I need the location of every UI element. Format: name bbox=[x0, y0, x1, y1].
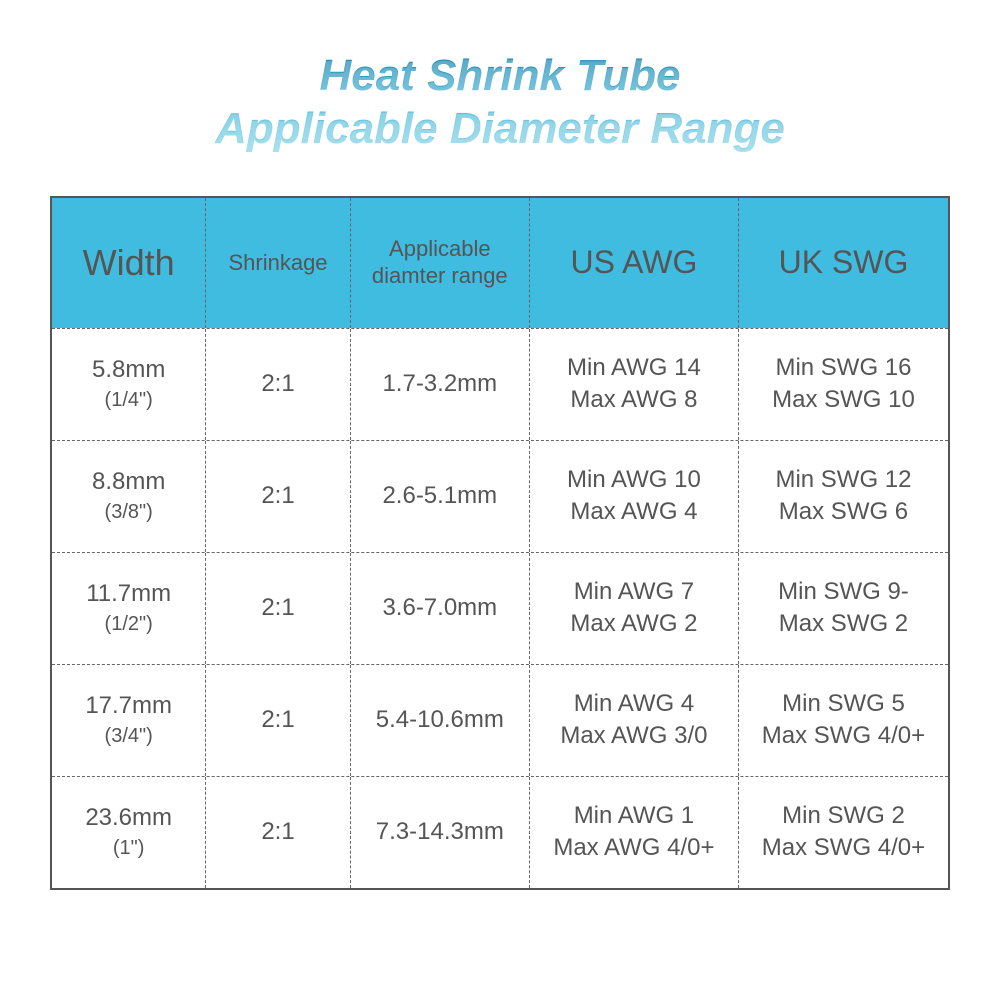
width-mm: 8.8mm bbox=[92, 466, 165, 498]
swg-min: Min SWG 16 bbox=[775, 352, 911, 384]
awg-min: Min AWG 7 bbox=[574, 576, 694, 608]
cell-shrinkage: 2:1 bbox=[206, 441, 350, 552]
width-mm: 11.7mm bbox=[86, 578, 171, 610]
cell-width: 8.8mm (3/8") bbox=[52, 441, 206, 552]
table-row: 17.7mm (3/4") 2:1 5.4-10.6mm Min AWG 4 M… bbox=[52, 664, 948, 776]
cell-swg: Min SWG 12 Max SWG 6 bbox=[739, 441, 948, 552]
header-diameter: Applicable diamter range bbox=[351, 198, 530, 328]
title-line-2: Applicable Diameter Range bbox=[215, 103, 785, 156]
awg-max: Max AWG 3/0 bbox=[560, 720, 707, 752]
awg-max: Max AWG 4/0+ bbox=[553, 832, 714, 864]
width-in: (3/4") bbox=[105, 723, 153, 750]
header-shrinkage: Shrinkage bbox=[206, 198, 350, 328]
cell-diameter: 1.7-3.2mm bbox=[351, 329, 530, 440]
swg-min: Min SWG 2 bbox=[782, 800, 905, 832]
title-line-1: Heat Shrink Tube bbox=[215, 50, 785, 103]
header-swg: UK SWG bbox=[739, 198, 948, 328]
cell-width: 17.7mm (3/4") bbox=[52, 665, 206, 776]
table-row: 11.7mm (1/2") 2:1 3.6-7.0mm Min AWG 7 Ma… bbox=[52, 552, 948, 664]
awg-min: Min AWG 14 bbox=[567, 352, 701, 384]
cell-shrinkage: 2:1 bbox=[206, 777, 350, 888]
cell-swg: Min SWG 2 Max SWG 4/0+ bbox=[739, 777, 948, 888]
swg-max: Max SWG 10 bbox=[772, 384, 915, 416]
cell-awg: Min AWG 1 Max AWG 4/0+ bbox=[530, 777, 739, 888]
table-row: 5.8mm (1/4") 2:1 1.7-3.2mm Min AWG 14 Ma… bbox=[52, 328, 948, 440]
swg-min: Min SWG 9- bbox=[778, 576, 909, 608]
swg-max: Max SWG 2 bbox=[779, 608, 908, 640]
width-in: (1") bbox=[113, 835, 145, 862]
awg-min: Min AWG 1 bbox=[574, 800, 694, 832]
cell-diameter: 5.4-10.6mm bbox=[351, 665, 530, 776]
swg-min: Min SWG 5 bbox=[782, 688, 905, 720]
swg-max: Max SWG 4/0+ bbox=[762, 720, 925, 752]
cell-shrinkage: 2:1 bbox=[206, 665, 350, 776]
cell-awg: Min AWG 10 Max AWG 4 bbox=[530, 441, 739, 552]
cell-diameter: 2.6-5.1mm bbox=[351, 441, 530, 552]
cell-awg: Min AWG 4 Max AWG 3/0 bbox=[530, 665, 739, 776]
awg-max: Max AWG 2 bbox=[570, 608, 697, 640]
awg-min: Min AWG 4 bbox=[574, 688, 694, 720]
table-row: 23.6mm (1") 2:1 7.3-14.3mm Min AWG 1 Max… bbox=[52, 776, 948, 888]
cell-diameter: 7.3-14.3mm bbox=[351, 777, 530, 888]
cell-shrinkage: 2:1 bbox=[206, 329, 350, 440]
awg-max: Max AWG 8 bbox=[570, 384, 697, 416]
diameter-table: Width Shrinkage Applicable diamter range… bbox=[50, 196, 950, 890]
page-title: Heat Shrink Tube Applicable Diameter Ran… bbox=[215, 50, 785, 156]
width-mm: 5.8mm bbox=[92, 354, 165, 386]
cell-diameter: 3.6-7.0mm bbox=[351, 553, 530, 664]
cell-awg: Min AWG 14 Max AWG 8 bbox=[530, 329, 739, 440]
width-in: (3/8") bbox=[105, 499, 153, 526]
swg-min: Min SWG 12 bbox=[775, 464, 911, 496]
width-mm: 23.6mm bbox=[85, 802, 172, 834]
width-mm: 17.7mm bbox=[85, 690, 172, 722]
swg-max: Max SWG 4/0+ bbox=[762, 832, 925, 864]
swg-max: Max SWG 6 bbox=[779, 496, 908, 528]
cell-awg: Min AWG 7 Max AWG 2 bbox=[530, 553, 739, 664]
header-width: Width bbox=[52, 198, 206, 328]
cell-width: 5.8mm (1/4") bbox=[52, 329, 206, 440]
width-in: (1/2") bbox=[105, 611, 153, 638]
awg-max: Max AWG 4 bbox=[570, 496, 697, 528]
cell-swg: Min SWG 5 Max SWG 4/0+ bbox=[739, 665, 948, 776]
cell-width: 23.6mm (1") bbox=[52, 777, 206, 888]
awg-min: Min AWG 10 bbox=[567, 464, 701, 496]
header-awg: US AWG bbox=[530, 198, 739, 328]
cell-swg: Min SWG 16 Max SWG 10 bbox=[739, 329, 948, 440]
width-in: (1/4") bbox=[105, 387, 153, 414]
cell-swg: Min SWG 9- Max SWG 2 bbox=[739, 553, 948, 664]
cell-shrinkage: 2:1 bbox=[206, 553, 350, 664]
table-row: 8.8mm (3/8") 2:1 2.6-5.1mm Min AWG 10 Ma… bbox=[52, 440, 948, 552]
table-header-row: Width Shrinkage Applicable diamter range… bbox=[52, 198, 948, 328]
cell-width: 11.7mm (1/2") bbox=[52, 553, 206, 664]
